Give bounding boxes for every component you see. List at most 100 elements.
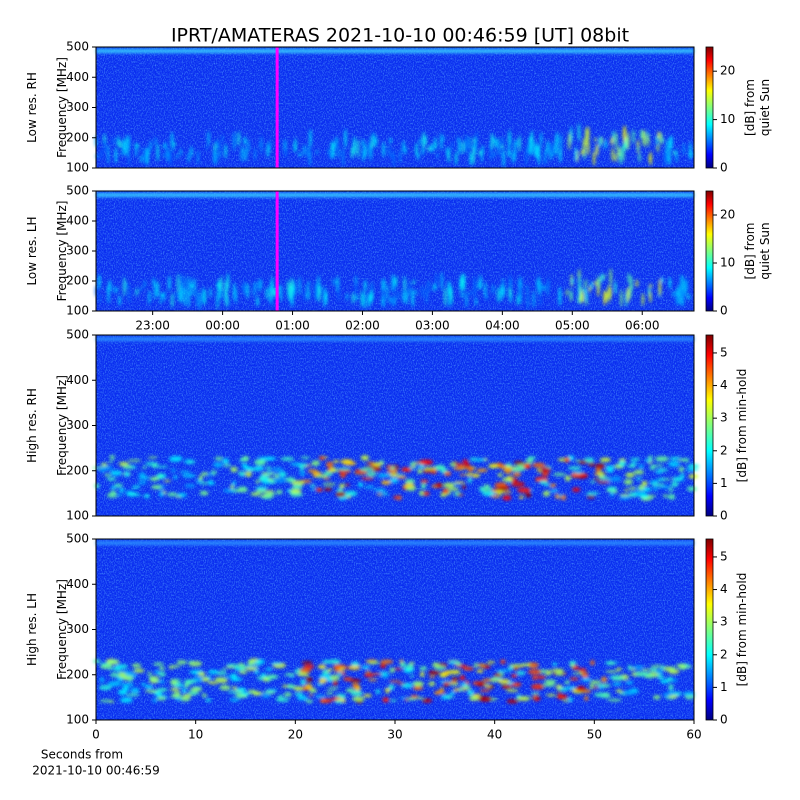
- burst: [371, 673, 382, 676]
- burst: [278, 471, 287, 478]
- colorbar-tick-label: 1: [720, 476, 728, 490]
- burst: [227, 296, 230, 307]
- burst: [143, 280, 146, 289]
- burst: [498, 486, 508, 491]
- burst: [479, 689, 491, 692]
- burst: [383, 293, 386, 309]
- colorbar-label-line: [dB] from: [743, 223, 757, 280]
- burst: [273, 287, 276, 298]
- burst: [657, 478, 666, 481]
- burst: [671, 476, 685, 482]
- burst: [503, 467, 513, 474]
- burst: [405, 664, 415, 670]
- burst: [187, 690, 199, 696]
- burst: [497, 678, 511, 684]
- burst: [240, 150, 244, 161]
- x-tick-label: 10: [188, 728, 203, 742]
- burst: [682, 691, 695, 697]
- burst: [585, 491, 600, 496]
- burst: [305, 676, 313, 683]
- burst: [389, 477, 399, 484]
- burst: [174, 291, 178, 299]
- burst: [138, 472, 143, 477]
- burst: [432, 662, 440, 668]
- burst: [365, 670, 371, 673]
- burst: [332, 459, 340, 463]
- burst: [200, 482, 209, 485]
- top-band: [96, 541, 694, 545]
- burst: [344, 490, 358, 497]
- burst: [580, 149, 584, 155]
- burst: [478, 458, 487, 461]
- y-axis-label: High res. LH Frequency [MHz]: [25, 579, 69, 680]
- colorbar-label-line: [dB] from min-hold: [735, 573, 749, 687]
- burst: [186, 460, 196, 464]
- burst: [625, 680, 634, 685]
- burst: [334, 136, 338, 149]
- burst: [325, 691, 334, 695]
- y-tick-label: 100: [66, 713, 89, 727]
- burst: [542, 683, 556, 687]
- burst: [549, 483, 557, 488]
- burst: [337, 467, 351, 471]
- burst: [561, 494, 567, 501]
- burst: [215, 152, 218, 165]
- burst: [190, 283, 194, 289]
- burst: [310, 488, 316, 491]
- burst: [489, 678, 499, 682]
- burst: [568, 132, 571, 150]
- burst: [515, 138, 518, 147]
- burst: [299, 466, 304, 472]
- burst: [190, 686, 203, 692]
- burst: [616, 667, 622, 671]
- burst: [171, 468, 176, 473]
- burst: [467, 477, 472, 484]
- burst: [226, 663, 232, 667]
- burst: [169, 666, 174, 670]
- burst: [184, 679, 197, 684]
- burst: [490, 495, 501, 498]
- burst: [336, 141, 340, 150]
- burst: [147, 671, 152, 676]
- burst: [451, 677, 459, 681]
- burst: [511, 674, 518, 678]
- y-tick-label: 400: [66, 373, 89, 387]
- burst: [402, 289, 405, 304]
- burst: [313, 474, 328, 478]
- burst: [234, 488, 249, 493]
- burst: [440, 271, 444, 292]
- burst: [139, 287, 143, 292]
- burst: [519, 663, 531, 667]
- y-tick-label: 200: [66, 274, 89, 288]
- burst: [574, 146, 578, 163]
- burst: [559, 147, 562, 163]
- burst: [581, 672, 589, 678]
- burst: [283, 692, 292, 697]
- burst: [678, 466, 685, 472]
- burst: [578, 460, 588, 465]
- burst: [207, 130, 210, 146]
- burst: [464, 462, 471, 469]
- burst: [422, 131, 425, 151]
- burst: [585, 127, 588, 147]
- burst: [163, 292, 166, 302]
- burst: [453, 467, 464, 471]
- burst: [425, 286, 428, 305]
- burst: [584, 279, 587, 289]
- burst: [506, 689, 519, 693]
- burst: [472, 145, 475, 166]
- burst: [663, 494, 668, 498]
- burst: [340, 459, 353, 465]
- burst: [382, 697, 390, 703]
- burst: [597, 481, 611, 484]
- burst: [328, 659, 341, 664]
- burst: [506, 699, 519, 704]
- burst: [270, 480, 276, 484]
- burst: [143, 493, 150, 499]
- y-tick-label: 300: [66, 622, 89, 636]
- burst: [668, 695, 679, 698]
- x-tick-label: 05:00: [555, 319, 590, 333]
- burst: [670, 481, 679, 488]
- burst: [623, 479, 633, 485]
- burst: [409, 661, 415, 665]
